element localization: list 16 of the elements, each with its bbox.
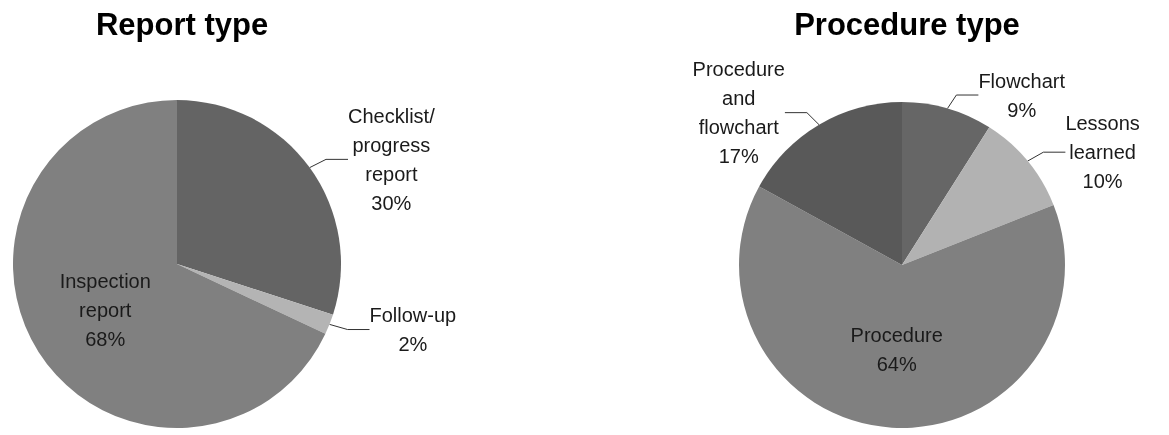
slice-label: Lessons learned [1065,112,1140,164]
chart-title: Procedure type [794,7,1020,42]
data-label: 2% [398,333,428,356]
slice-label: Procedure [850,323,943,346]
data-label: 30% [371,191,412,214]
data-label: 10% [1082,170,1123,193]
data-label: 9% [1007,98,1037,121]
data-label: 64% [876,352,917,375]
slice-label: Follow-up [369,304,457,327]
slice-label: Procedure and flowchart [692,58,785,139]
data-label: 68% [85,327,126,350]
chart-title: Report type [95,7,269,42]
slice-label: Flowchart [978,69,1066,92]
slice-label: Checklist/progress report [348,104,436,185]
slice-label: Inspection report [59,269,151,321]
data-label: 17% [718,145,759,168]
